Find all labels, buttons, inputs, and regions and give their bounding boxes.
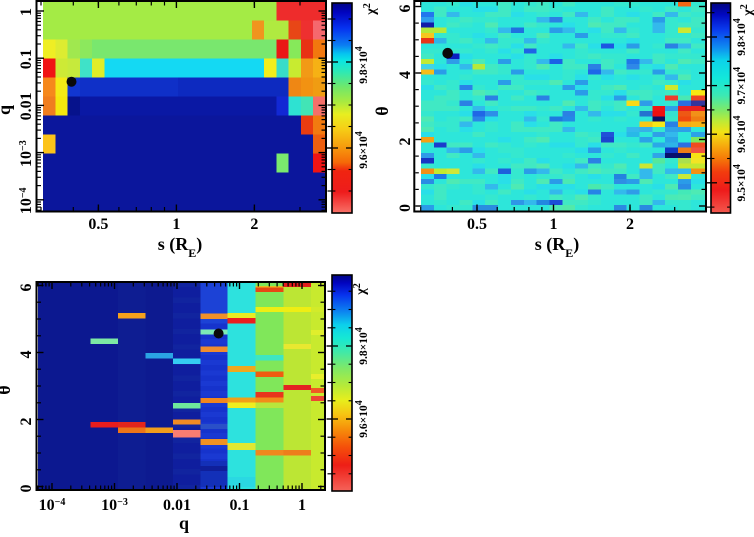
svg-text:2: 2 xyxy=(250,216,258,233)
svg-text:9.6×104: 9.6×104 xyxy=(732,115,749,152)
svg-text:q: q xyxy=(179,513,189,533)
svg-text:0.01: 0.01 xyxy=(18,92,35,120)
svg-text:9.6×104: 9.6×104 xyxy=(354,131,371,168)
svg-text:1: 1 xyxy=(298,497,306,514)
svg-text:0.5: 0.5 xyxy=(88,216,108,233)
svg-text:1: 1 xyxy=(18,8,35,16)
svg-text:9.6×104: 9.6×104 xyxy=(354,400,371,437)
svg-text:4: 4 xyxy=(397,71,414,79)
svg-text:0: 0 xyxy=(397,204,414,212)
svg-text:θ: θ xyxy=(0,385,14,394)
svg-text:0.1: 0.1 xyxy=(230,497,250,514)
svg-text:9.8×104: 9.8×104 xyxy=(732,18,749,55)
svg-text:θ: θ xyxy=(372,106,392,115)
svg-text:2: 2 xyxy=(18,418,35,426)
svg-text:0.1: 0.1 xyxy=(18,49,35,69)
svg-text:0.01: 0.01 xyxy=(163,497,191,514)
svg-text:1: 1 xyxy=(550,216,558,233)
svg-text:6: 6 xyxy=(397,5,414,13)
svg-text:9.5×104: 9.5×104 xyxy=(732,164,749,201)
svg-text:0.5: 0.5 xyxy=(467,216,487,233)
svg-text:9.7×104: 9.7×104 xyxy=(732,67,749,104)
svg-text:1: 1 xyxy=(172,216,180,233)
svg-text:q: q xyxy=(0,105,14,115)
svg-text:9.8×104: 9.8×104 xyxy=(354,327,371,364)
svg-text:4: 4 xyxy=(18,351,35,359)
svg-text:2: 2 xyxy=(626,216,634,233)
svg-text:6: 6 xyxy=(18,284,35,292)
svg-text:0: 0 xyxy=(18,485,35,493)
svg-text:9.8×104: 9.8×104 xyxy=(354,46,371,83)
svg-text:2: 2 xyxy=(397,138,414,146)
